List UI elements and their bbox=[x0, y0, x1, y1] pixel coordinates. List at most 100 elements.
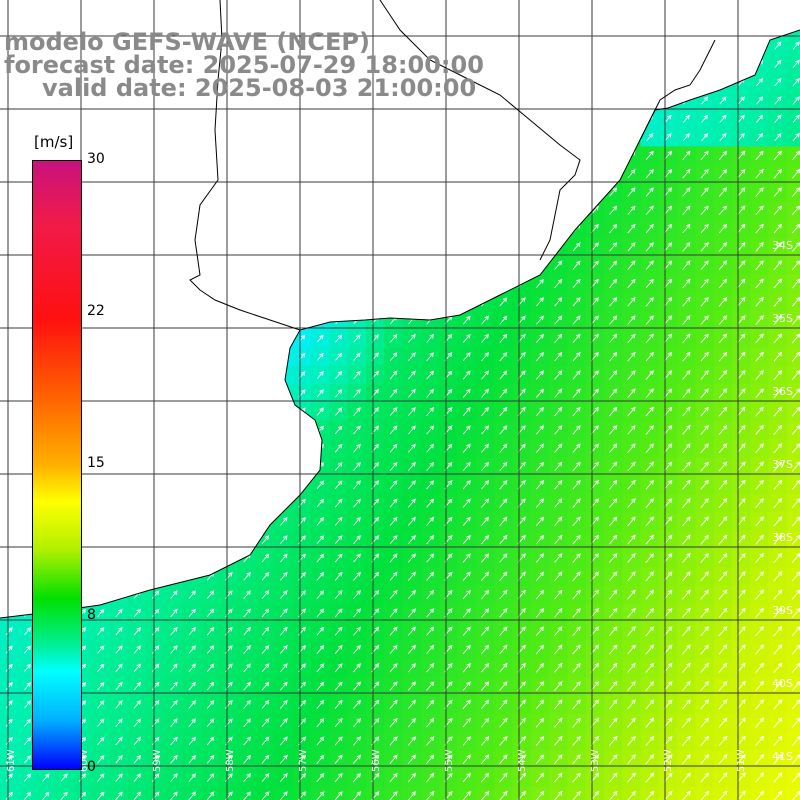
wind-arrow bbox=[499, 644, 508, 655]
longitude-label: 54W bbox=[517, 749, 528, 772]
wind-arrow bbox=[572, 406, 581, 417]
wind-arrow bbox=[97, 608, 105, 617]
wind-arrow bbox=[536, 297, 544, 307]
wind-arrow bbox=[133, 626, 142, 636]
wind-arrow bbox=[462, 571, 471, 581]
wind-arrow bbox=[791, 553, 800, 564]
wind-arrow bbox=[572, 662, 581, 673]
wind-arrow bbox=[462, 754, 471, 765]
wind-arrow bbox=[352, 791, 362, 800]
wind-arrow bbox=[407, 498, 416, 508]
wind-arrow bbox=[426, 553, 435, 563]
wind-arrow bbox=[682, 479, 691, 490]
wind-arrow bbox=[389, 791, 398, 800]
wind-speed-cell bbox=[786, 713, 800, 733]
wind-arrow bbox=[700, 735, 710, 747]
wind-arrow bbox=[737, 223, 746, 234]
wind-arrow bbox=[773, 187, 783, 197]
wind-arrow bbox=[627, 260, 636, 270]
wind-arrow bbox=[554, 681, 563, 691]
wind-arrow bbox=[535, 772, 545, 783]
wind-arrow bbox=[572, 333, 581, 344]
wind-arrow bbox=[462, 461, 471, 472]
wind-arrow bbox=[462, 352, 471, 362]
wind-arrow bbox=[389, 699, 398, 710]
wind-speed-cell bbox=[786, 164, 800, 184]
wind-arrow bbox=[773, 534, 783, 545]
wind-speed-cell bbox=[768, 786, 788, 800]
wind-arrow bbox=[719, 114, 727, 123]
wind-arrow bbox=[608, 699, 618, 710]
wind-arrow bbox=[151, 681, 160, 691]
wind-arrow bbox=[645, 461, 654, 472]
wind-arrow bbox=[426, 699, 435, 710]
wind-arrow bbox=[481, 388, 490, 398]
wind-arrow bbox=[462, 406, 471, 417]
wind-arrow bbox=[462, 480, 471, 490]
wind-arrow bbox=[499, 589, 508, 600]
wind-arrow bbox=[535, 553, 545, 563]
wind-arrow bbox=[133, 736, 142, 746]
wind-speed-cell bbox=[786, 658, 800, 678]
wind-arrow bbox=[627, 242, 636, 252]
wind-arrow bbox=[755, 644, 765, 655]
wind-arrow bbox=[737, 96, 745, 105]
wind-arrow bbox=[316, 663, 325, 673]
wind-arrow bbox=[462, 736, 471, 746]
wind-arrow bbox=[755, 607, 765, 619]
wind-arrow bbox=[718, 607, 728, 618]
wind-arrow bbox=[389, 772, 398, 783]
wind-arrow bbox=[645, 699, 655, 710]
wind-arrow bbox=[426, 754, 435, 765]
wind-arrow bbox=[608, 534, 618, 545]
wind-arrow bbox=[645, 296, 654, 307]
wind-arrow bbox=[774, 132, 782, 142]
wind-arrow bbox=[737, 132, 745, 142]
wind-arrow bbox=[407, 681, 416, 691]
wind-arrow bbox=[627, 479, 636, 490]
wind-arrow bbox=[701, 96, 709, 105]
wind-arrow bbox=[608, 589, 618, 600]
wind-arrow bbox=[243, 718, 252, 728]
wind-arrow bbox=[737, 114, 745, 123]
wind-arrow bbox=[645, 150, 654, 160]
wind-arrow bbox=[682, 790, 691, 800]
wind-arrow bbox=[535, 534, 545, 545]
wind-arrow bbox=[682, 296, 691, 307]
wind-arrow bbox=[481, 352, 489, 362]
wind-arrow bbox=[261, 571, 270, 581]
wind-arrow bbox=[535, 498, 545, 508]
wind-arrow bbox=[681, 772, 691, 783]
wind-arrow bbox=[682, 443, 691, 454]
wind-arrow bbox=[718, 552, 728, 564]
wind-arrow bbox=[24, 736, 32, 746]
wind-arrow bbox=[499, 443, 508, 453]
wind-arrow bbox=[480, 662, 490, 673]
wind-arrow bbox=[682, 607, 691, 618]
wind-arrow bbox=[426, 772, 435, 783]
wind-arrow bbox=[462, 662, 471, 673]
latitude-label: 38S bbox=[772, 531, 793, 544]
wind-arrow bbox=[334, 462, 343, 471]
wind-arrow bbox=[718, 315, 728, 325]
wind-arrow bbox=[718, 351, 728, 362]
wind-arrow bbox=[133, 754, 142, 764]
wind-arrow bbox=[572, 260, 581, 270]
wind-arrow bbox=[353, 699, 361, 709]
wind-arrow bbox=[681, 754, 691, 765]
wind-speed-cell bbox=[786, 274, 800, 294]
wind-arrow bbox=[645, 754, 655, 765]
wind-arrow bbox=[609, 461, 618, 472]
wind-arrow bbox=[718, 296, 728, 307]
wind-arrow bbox=[755, 296, 764, 307]
wind-arrow bbox=[407, 480, 416, 490]
wind-speed-cell bbox=[603, 786, 623, 800]
wind-arrow bbox=[188, 608, 196, 618]
wind-arrow bbox=[408, 461, 416, 471]
wind-arrow bbox=[682, 406, 691, 417]
wind-arrow bbox=[718, 479, 728, 490]
wind-arrow bbox=[609, 790, 618, 800]
wind-arrow bbox=[334, 516, 343, 526]
wind-arrow bbox=[609, 205, 618, 215]
wind-arrow bbox=[682, 315, 691, 325]
